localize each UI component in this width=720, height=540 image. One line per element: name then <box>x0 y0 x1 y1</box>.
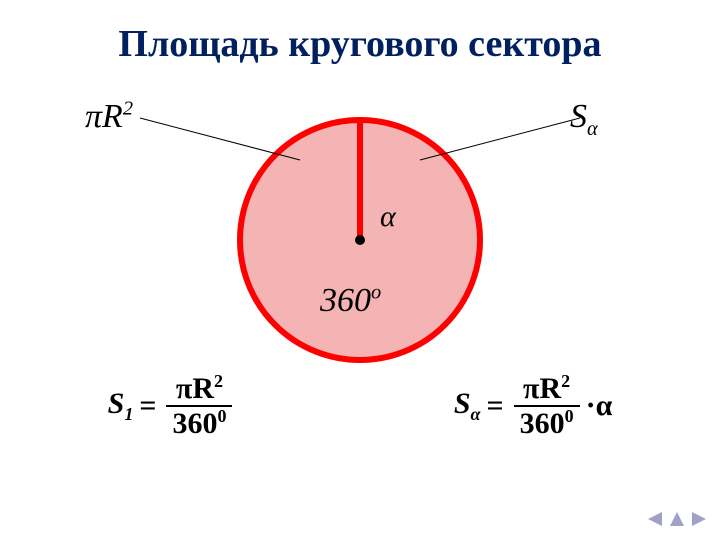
formula-s1: S1 = πR2 3600 <box>108 372 239 440</box>
label-360: 360о <box>320 282 381 320</box>
slide: Площадь кругового сектора πR2 Sα α 360о … <box>0 0 720 540</box>
leader-right <box>420 118 580 160</box>
formula-salpha-num: πR2 <box>517 372 576 405</box>
formula-s1-lhs: S1 <box>108 387 134 425</box>
label-s-alpha: Sα <box>570 98 598 141</box>
label-pi-r-squared: πR2 <box>85 98 133 136</box>
nav-prev-button[interactable] <box>646 510 664 528</box>
formula-salpha: Sα = πR2 3600 ·α <box>454 372 613 440</box>
sector-diagram <box>220 100 500 380</box>
formula-s1-num: πR2 <box>170 372 229 405</box>
nav-up-button[interactable] <box>668 510 686 528</box>
formula-salpha-den: 3600 <box>514 405 580 440</box>
formula-salpha-fraction: πR2 3600 <box>514 372 580 440</box>
nav-next-button[interactable] <box>690 510 708 528</box>
leader-left <box>140 118 300 160</box>
formula-s1-den: 3600 <box>166 405 232 440</box>
triangle-left-icon <box>646 510 664 528</box>
triangle-up-icon <box>668 510 686 528</box>
triangle-right-icon <box>690 510 708 528</box>
formula-salpha-tail: ·α <box>586 389 613 423</box>
formulas-row: S1 = πR2 3600 Sα = πR2 3600 ·α <box>0 372 720 440</box>
page-title: Площадь кругового сектора <box>0 22 720 66</box>
equals-sign: = <box>139 389 156 423</box>
formula-s1-fraction: πR2 3600 <box>166 372 232 440</box>
label-alpha: α <box>380 200 396 234</box>
formula-salpha-lhs: Sα <box>454 387 481 425</box>
center-dot <box>355 235 365 245</box>
equals-sign: = <box>486 389 503 423</box>
nav-controls <box>646 510 708 528</box>
